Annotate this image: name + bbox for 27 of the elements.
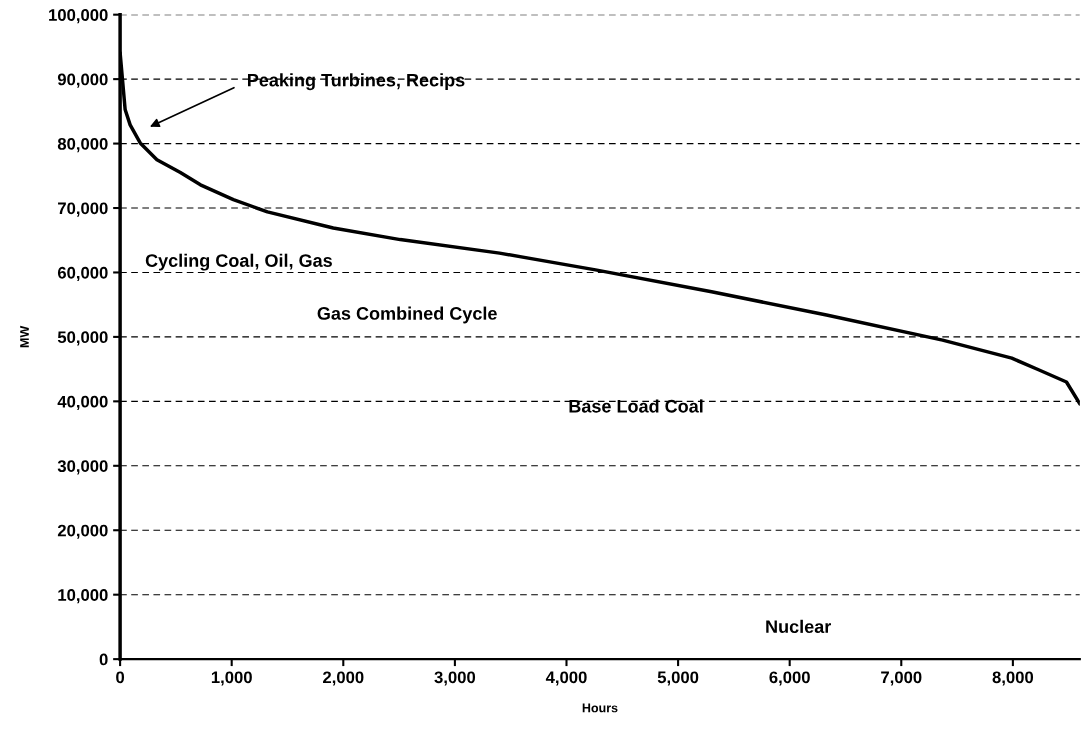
x-axis-title: Hours: [582, 703, 618, 713]
y-tick-label: 100,000: [49, 9, 108, 24]
y-tick-label: 70,000: [58, 202, 108, 217]
annotation: Base Load Coal: [569, 399, 703, 413]
annotation: Nuclear: [766, 619, 832, 634]
x-tick-label: 3,000: [434, 671, 476, 686]
y-tick-label: 30,000: [57, 460, 108, 475]
x-tick-label: 8,000: [992, 671, 1034, 686]
y-tick-label: 20,000: [57, 524, 108, 539]
annotation: Peaking Turbines, Recips: [247, 73, 465, 91]
x-tick-label: 2,000: [323, 671, 364, 686]
y-tick-label: 90,000: [57, 73, 108, 88]
x-tick-label: 6,000: [769, 671, 810, 686]
x-tick-label: 7,000: [881, 671, 922, 686]
x-tick-label: 0: [116, 671, 125, 684]
y-tick-label: 50,000: [57, 331, 108, 346]
x-tick-label: 5,000: [657, 671, 699, 686]
x-tick-label: 1,000: [211, 671, 252, 686]
annotation: Cycling Coal, Oil, Gas: [145, 253, 332, 271]
y-tick-label: 80,000: [57, 137, 108, 153]
x-tick-label: 4,000: [545, 671, 587, 686]
y-tick-label: 40,000: [57, 395, 108, 410]
y-tick-label: 60,000: [57, 266, 108, 282]
y-axis-title: MW: [20, 325, 29, 348]
y-tick-label: 0: [99, 653, 108, 666]
y-tick-label: 10,000: [58, 589, 108, 604]
annotation: Gas Combined Cycle: [317, 306, 497, 324]
